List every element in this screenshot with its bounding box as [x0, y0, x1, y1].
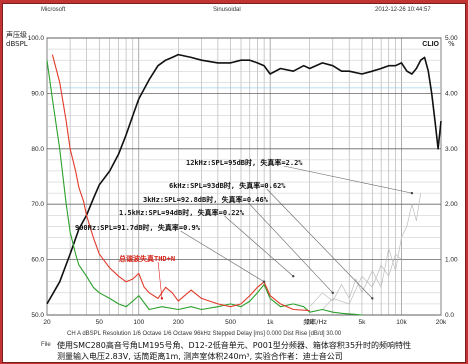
x-tick-label: 100 — [133, 319, 144, 326]
annotation-label: 12kHz:SPL=95dB时, 失真率=2.2% — [186, 158, 303, 167]
y2-tick-label: 0.0 — [445, 312, 454, 319]
annotation-point — [292, 275, 295, 278]
x-tick-label: 1k — [267, 319, 275, 326]
annotation-point — [410, 191, 414, 195]
y-axis-unit-cn: 声压级 — [6, 31, 27, 39]
annotation-leader — [266, 188, 373, 299]
header-left-text: Microsoft — [41, 7, 66, 13]
y2-tick-label: 2.00 — [445, 201, 458, 208]
annotation-label: 1.5kHz:SPL=94dB时, 失真率=0.22% — [119, 208, 245, 217]
caption-line-2: 测量输入电压2.83V, 话筒距离1m, 测声室体积240m³, 实验合作者：迪… — [57, 352, 343, 361]
x-tick-label: 500 — [225, 319, 236, 326]
x-tick-label: 10k — [396, 319, 407, 326]
annotation-leader — [157, 261, 163, 299]
x-tick-label: 200 — [173, 319, 184, 326]
y-tick-label: 50.0 — [31, 312, 44, 319]
y-tick-label: 60.0 — [31, 257, 44, 264]
x-tick-label: 5k — [358, 319, 366, 326]
frequency-response-chart: 50.0 60.0 70.0 80.0 90.0 100.0 0.0 1.00 2.00 3.00… — [28, 35, 458, 326]
y-axis-unit: dBSPL — [6, 40, 28, 48]
y2-tick-label: 4.00 — [445, 90, 458, 97]
x-tick-label: 20k — [436, 319, 447, 326]
series-line-1 — [46, 60, 362, 316]
clio-logo: CLIO — [422, 41, 439, 48]
faint-distortion-curve — [309, 193, 422, 307]
annotation-point — [371, 297, 374, 300]
annotation-point — [262, 280, 266, 283]
measurement-settings: CH A dBSPL Resolution 1/6 Octave 1/6 Oct… — [67, 331, 342, 337]
x-tick-label: 50 — [96, 319, 104, 326]
caption-line-1: 使用SMC280高音号角LM195号角、D12-2低音单元、P001型分频器、箱… — [57, 341, 412, 350]
y2-tick-label: 3.00 — [445, 146, 458, 153]
annotation-point — [160, 297, 164, 300]
y2-tick-label: 1.00 — [445, 257, 458, 264]
y2-axis-unit: % — [448, 40, 455, 48]
file-label: File — [41, 342, 51, 348]
annotation-label: 总谐波失真THD+N — [119, 254, 175, 263]
y-tick-label: 100.0 — [28, 35, 45, 42]
y-tick-label: 80.0 — [31, 146, 44, 153]
chart-frame: Microsoft Sinusoidal 2012-12-26 10:44:57… — [2, 3, 466, 363]
x-tick-label: 2k — [306, 319, 314, 326]
faint-distortion-curve — [322, 253, 402, 310]
y-tick-label: 90.0 — [31, 90, 44, 97]
y2-tick-label: 5.00 — [445, 35, 458, 42]
annotation-label: 900Hz:SPL=91.7dB时, 失真率=0.9% — [75, 223, 201, 232]
series-line-2 — [51, 54, 310, 312]
annotation-point — [331, 291, 334, 295]
annotation-leader — [248, 202, 334, 294]
series-line-0 — [46, 53, 442, 305]
annotation-label: 3kHz:SPL=92.8dB时, 失真率=0.46% — [143, 195, 269, 204]
annotation-leader — [224, 215, 294, 277]
x-tick-label: 20 — [43, 319, 51, 326]
header-timestamp: 2012-12-26 10:44:57 — [375, 7, 431, 13]
annotation-label: 6kHz:SPL=93dB时, 失真率=0.62% — [169, 181, 286, 190]
y-tick-label: 70.0 — [31, 201, 44, 208]
x-axis-label: 频率/Hz — [303, 317, 327, 326]
annotation-leader — [180, 230, 265, 283]
header-center-text: Sinusoidal — [213, 7, 241, 13]
annotation-leader — [283, 165, 412, 194]
